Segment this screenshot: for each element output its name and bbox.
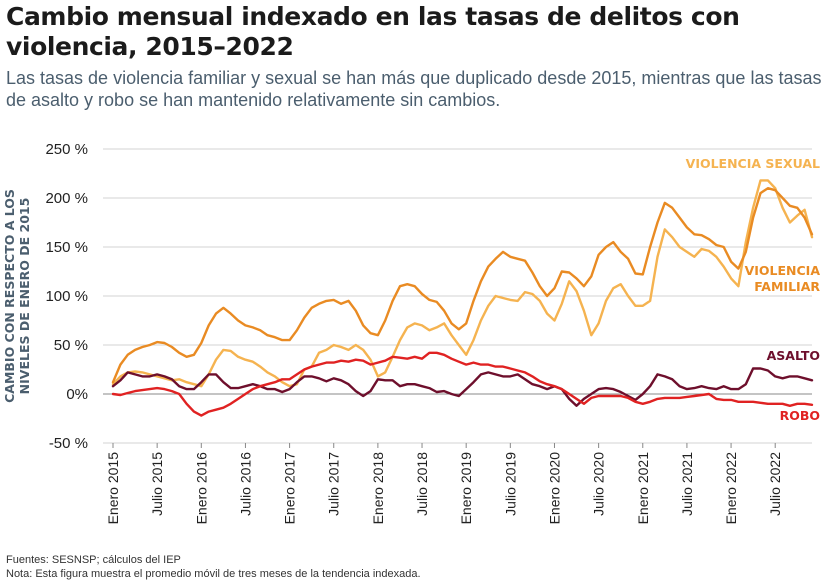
y-axis-title: CAMBIO CON RESPECTO A LOSNIVELES DE ENER… [2, 189, 32, 403]
y-tick-label: 150 % [45, 239, 88, 256]
series-line-violencia-sexual [111, 179, 814, 388]
x-tick-label: Julio 2022 [767, 452, 783, 516]
series-label-asalto: ASALTO [767, 348, 820, 363]
x-tick-label: Julio 2017 [326, 452, 342, 516]
x-tick-label: Enero 2019 [458, 452, 474, 525]
chart-title: Cambio mensual indexado en las tasas de … [6, 2, 740, 61]
source-note: Fuentes: SESNSP; cálculos del IEP [6, 554, 181, 566]
x-tick-label: Enero 2022 [723, 452, 739, 525]
x-tick-label: Julio 2021 [679, 452, 695, 516]
series-line-asalto [111, 367, 814, 407]
x-tick-label: Enero 2017 [282, 452, 298, 525]
x-tick-label: Julio 2016 [237, 452, 253, 516]
chart-subtitle: Las tasas de violencia familiar y sexual… [6, 68, 822, 110]
x-tick-label: Julio 2018 [414, 452, 430, 516]
footnote: Nota: Esta figura muestra el promedio mó… [6, 568, 421, 580]
y-tick-label: 0% [66, 386, 88, 403]
y-tick-label: -50 % [49, 435, 88, 452]
y-tick-label: 50 % [54, 337, 88, 354]
series-label-robo: ROBO [780, 408, 820, 423]
line-chart: -50 % 0% 50 % 100 % 150 % 200 % 250 % Enero 20… [2, 141, 821, 524]
series-labels: VIOLENCIA SEXUAL VIOLENCIA FAMILIAR ASALTO R… [686, 156, 821, 423]
x-tick-label: Julio 2015 [149, 452, 165, 516]
x-tick-label: Enero 2016 [193, 452, 209, 525]
x-tick-label: Enero 2021 [635, 452, 651, 525]
y-tick-label: 250 % [45, 141, 88, 158]
y-axis-ticks: -50 % 0% 50 % 100 % 150 % 200 % 250 % [45, 141, 88, 452]
series-line-robo [111, 351, 814, 417]
series-lines [111, 179, 814, 417]
series-line-violencia-familiar [111, 187, 814, 384]
series-label-violencia-sexual: VIOLENCIA SEXUAL [686, 156, 820, 171]
x-tick-label: Julio 2020 [591, 452, 607, 516]
x-tick-label: Enero 2020 [546, 452, 562, 525]
x-tick-label: Julio 2019 [502, 452, 518, 516]
x-axis-ticks: Enero 2015 Julio 2015 Enero 2016 Julio 2016… [105, 443, 783, 524]
gridlines [103, 148, 812, 444]
x-tick-label: Enero 2018 [370, 452, 386, 525]
y-tick-label: 100 % [45, 288, 88, 305]
x-tick-label: Enero 2015 [105, 452, 121, 525]
y-tick-label: 200 % [45, 190, 88, 207]
series-label-violencia-familiar: VIOLENCIA FAMILIAR [745, 263, 821, 294]
